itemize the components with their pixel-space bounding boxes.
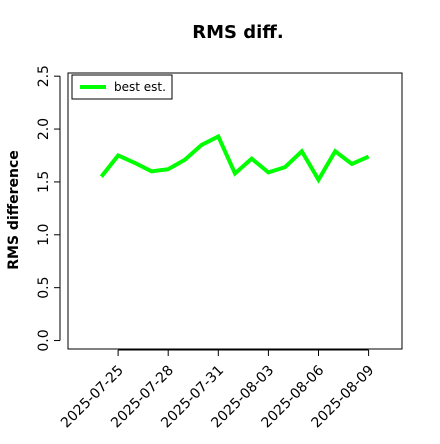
y-axis-title: RMS difference <box>6 150 22 270</box>
chart-title: RMS diff. <box>192 22 283 43</box>
y-tick-label: 2.0 <box>36 118 52 140</box>
plot-frame <box>67 72 403 350</box>
data-line <box>99 133 370 184</box>
y-tick-label: 0.5 <box>36 277 52 299</box>
y-tick-label: 0.0 <box>36 329 52 351</box>
y-tick-label: 1.0 <box>36 224 52 246</box>
y-tick-label: 1.5 <box>36 171 52 193</box>
legend-label: best est. <box>114 80 166 94</box>
y-tick-label: 2.5 <box>36 65 52 87</box>
